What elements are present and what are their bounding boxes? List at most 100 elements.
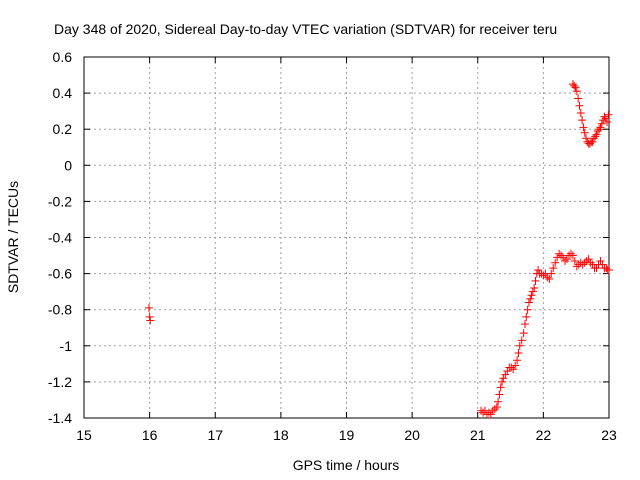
x-tick-label: 19	[339, 427, 355, 443]
data-point	[495, 390, 504, 399]
data-point	[572, 262, 581, 271]
data-point	[480, 406, 489, 415]
data-points	[144, 80, 613, 419]
data-point	[563, 255, 571, 264]
data-point	[561, 256, 570, 265]
x-tick-label: 22	[536, 427, 552, 443]
data-point	[588, 137, 597, 146]
data-point	[572, 87, 581, 96]
data-point	[549, 264, 558, 273]
data-point	[484, 408, 493, 417]
data-point	[496, 383, 505, 392]
data-point	[509, 365, 518, 374]
y-tick-label: -1	[60, 338, 73, 354]
data-point	[579, 123, 588, 132]
x-tick-label: 23	[601, 427, 617, 443]
data-point	[531, 276, 540, 285]
data-point	[551, 258, 560, 267]
y-tick-label: 0.4	[53, 85, 73, 101]
data-point	[488, 406, 497, 415]
y-tick-label: -0.2	[48, 193, 72, 209]
data-point	[570, 256, 579, 265]
data-point	[591, 132, 600, 141]
x-axis-label: GPS time / hours	[293, 457, 400, 473]
data-point	[513, 356, 522, 365]
data-point	[568, 251, 577, 260]
data-point	[524, 298, 533, 307]
data-point	[486, 410, 495, 419]
y-tick-label: -0.8	[48, 302, 72, 318]
data-point	[596, 123, 605, 132]
x-tick-label: 21	[470, 427, 486, 443]
data-point	[555, 249, 564, 258]
y-tick-label: -0.4	[48, 230, 72, 246]
data-point	[534, 265, 543, 274]
data-point	[527, 291, 536, 300]
data-point	[580, 128, 589, 137]
data-point	[570, 81, 579, 90]
data-point	[146, 316, 155, 325]
data-point	[592, 264, 601, 273]
data-point	[592, 130, 601, 139]
data-point	[557, 251, 566, 260]
y-tick-label: -1.2	[48, 374, 72, 390]
data-point	[547, 269, 556, 278]
data-point	[543, 273, 552, 282]
data-point	[586, 258, 595, 267]
x-tick-label: 16	[142, 427, 158, 443]
data-point	[494, 397, 503, 406]
data-point	[566, 249, 575, 258]
x-tick-label: 15	[76, 427, 92, 443]
x-tick-label: 17	[207, 427, 223, 443]
data-point	[597, 119, 606, 128]
data-point	[574, 94, 583, 103]
data-point	[514, 349, 523, 358]
data-point	[584, 255, 593, 264]
data-point	[526, 294, 535, 303]
data-point	[503, 367, 512, 376]
y-tick-labels: 0.6 0.4 0.2 0 -0.2 -0.4 -0.6 -0.8 -1 -1.2 -1.4	[48, 49, 72, 426]
data-point	[575, 101, 584, 110]
data-point	[517, 336, 526, 345]
data-point	[521, 320, 529, 329]
data-point	[576, 108, 585, 117]
data-point	[490, 404, 499, 413]
x-tick-label: 20	[404, 427, 420, 443]
data-point	[507, 363, 516, 372]
y-tick-label: -1.4	[48, 410, 72, 426]
y-tick-label: -0.6	[48, 266, 72, 282]
data-point	[522, 312, 531, 321]
data-point	[598, 260, 607, 269]
data-point	[603, 117, 612, 126]
data-point	[523, 305, 532, 314]
data-point	[499, 374, 508, 383]
data-point	[501, 370, 510, 379]
grid-lines	[84, 57, 609, 418]
data-point	[596, 256, 605, 265]
data-point	[578, 116, 587, 125]
data-point	[571, 83, 580, 92]
data-point	[492, 403, 501, 412]
data-point	[595, 125, 604, 134]
data-point	[600, 112, 609, 121]
data-point	[519, 329, 528, 338]
data-point	[604, 110, 613, 119]
x-tick-label: 18	[273, 427, 289, 443]
data-point	[582, 134, 591, 143]
data-point	[498, 377, 507, 386]
chart-title: Day 348 of 2020, Sidereal Day-to-day VTE…	[54, 21, 557, 37]
data-point	[528, 287, 537, 296]
data-point	[511, 361, 520, 370]
data-point	[539, 271, 548, 280]
data-point	[515, 341, 524, 350]
data-point	[530, 284, 539, 293]
axis-ticks	[83, 56, 610, 419]
y-tick-label: 0	[64, 157, 72, 173]
data-point	[559, 253, 568, 262]
y-tick-label: 0.2	[53, 121, 73, 137]
x-tick-labels: 15 16 17 18 19 20 21 22 23	[76, 427, 617, 443]
data-point	[545, 275, 554, 284]
data-point	[144, 303, 153, 312]
